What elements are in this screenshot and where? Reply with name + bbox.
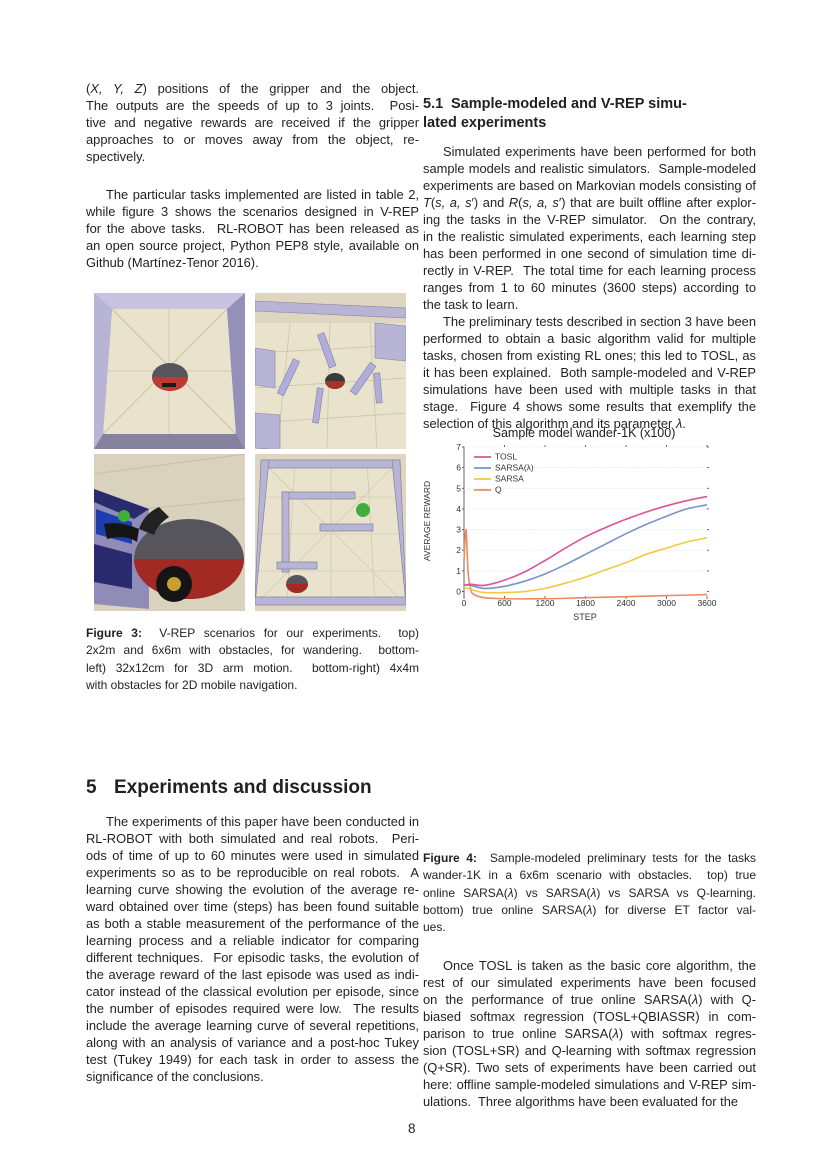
- svg-text:1800: 1800: [576, 598, 595, 608]
- svg-text:3000: 3000: [657, 598, 676, 608]
- svg-text:TOSL: TOSL: [495, 452, 517, 462]
- svg-text:2400: 2400: [617, 598, 636, 608]
- svg-text:3600: 3600: [698, 598, 717, 608]
- svg-text:3: 3: [456, 525, 461, 535]
- svg-text:SARSA: SARSA: [495, 474, 524, 484]
- svg-text:AVERAGE REWARD: AVERAGE REWARD: [422, 481, 432, 561]
- svg-text:2: 2: [456, 545, 461, 555]
- svg-text:6: 6: [456, 463, 461, 473]
- svg-text:0: 0: [456, 587, 461, 597]
- svg-text:4: 4: [456, 504, 461, 514]
- svg-text:Q: Q: [495, 485, 502, 495]
- svg-text:0: 0: [462, 598, 467, 608]
- svg-text:5: 5: [456, 483, 461, 493]
- svg-text:1: 1: [456, 566, 461, 576]
- svg-text:STEP: STEP: [573, 612, 597, 622]
- svg-text:7: 7: [456, 442, 461, 452]
- svg-text:SARSA(λ): SARSA(λ): [495, 463, 534, 473]
